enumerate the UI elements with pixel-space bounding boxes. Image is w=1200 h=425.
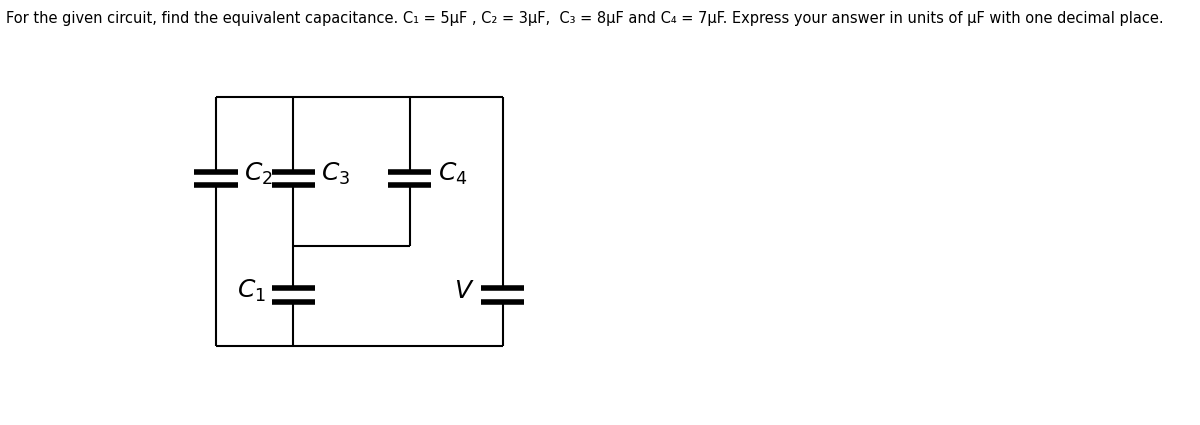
Text: $V$: $V$ <box>454 280 475 303</box>
Text: For the given circuit, find the equivalent capacitance. C₁ = 5µF , C₂ = 3µF,  C₃: For the given circuit, find the equivale… <box>6 11 1164 26</box>
Text: $C_2$: $C_2$ <box>244 161 272 187</box>
Text: $C_4$: $C_4$ <box>438 161 467 187</box>
Text: $C_3$: $C_3$ <box>322 161 350 187</box>
Text: $C_1$: $C_1$ <box>236 278 265 304</box>
